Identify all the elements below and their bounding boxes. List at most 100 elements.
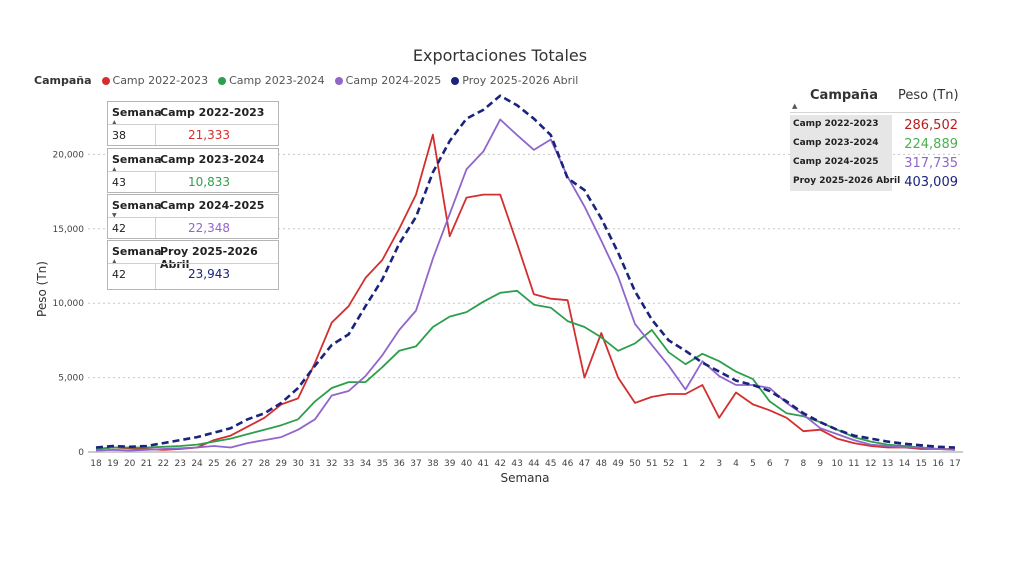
legend-item-2024-2025[interactable]: Camp 2024-2025 [334, 74, 442, 87]
peak-week: 42 [112, 268, 126, 281]
peak-table-header-week: Semana [112, 106, 162, 119]
x-tick-label: 47 [579, 459, 590, 469]
x-tick-label: 20 [124, 459, 136, 469]
legend-title: Campaña [34, 74, 92, 87]
peak-table-proy-2025-2026: Semana Proy 2025-2026 Abril ▲ 42 23,943 [107, 240, 279, 290]
x-tick-label: 32 [326, 459, 337, 469]
x-tick-label: 52 [663, 459, 674, 469]
chart-title: Exportaciones Totales [412, 46, 588, 65]
peak-table-2022-2023: Semana Camp 2022-2023 ▲ 38 21,333 [107, 101, 279, 146]
legend-label-proy-2025-2026: Proy 2025-2026 Abril [462, 74, 579, 87]
x-tick-label: 6 [767, 459, 773, 469]
summary-row: Proy 2025-2026 Abril 403,009 [790, 172, 960, 191]
summary-campaign: Camp 2024-2025 [790, 153, 892, 172]
x-tick-label: 33 [343, 459, 354, 469]
summary-header-weight: Peso (Tn) [898, 88, 959, 103]
x-tick-label: 9 [817, 459, 823, 469]
x-tick-label: 38 [427, 459, 439, 469]
x-tick-label: 39 [444, 459, 456, 469]
x-tick-label: 23 [174, 459, 185, 469]
sort-asc-icon[interactable]: ▲ [112, 258, 117, 265]
summary-campaign: Proy 2025-2026 Abril [790, 172, 900, 191]
x-tick-label: 41 [478, 459, 489, 469]
legend-label-2024-2025: Camp 2024-2025 [345, 74, 442, 87]
legend-label-2022-2023: Camp 2022-2023 [112, 74, 209, 87]
x-tick-label: 49 [612, 459, 624, 469]
legend-item-2023-2024[interactable]: Camp 2023-2024 [218, 74, 325, 87]
sort-asc-icon[interactable]: ▲ [112, 166, 117, 173]
peak-week: 38 [112, 129, 126, 142]
series-line-camp-2023-2024 [95, 289, 956, 451]
y-axis-label: Peso (Tn) [35, 261, 49, 317]
x-tick-label: 10 [831, 459, 843, 469]
x-tick-label: 7 [784, 459, 790, 469]
peak-table-header-campaign: Proy 2025-2026 Abril [160, 245, 258, 271]
peak-value: 22,348 [188, 221, 230, 235]
peak-table-header-campaign: Camp 2022-2023 [160, 106, 265, 119]
x-tick-label: 44 [528, 459, 540, 469]
x-tick-label: 1 [683, 459, 689, 469]
x-tick-label: 17 [949, 459, 960, 469]
x-tick-label: 36 [393, 459, 405, 469]
legend-dot-2023-2024 [218, 76, 227, 85]
series-lines [95, 94, 956, 452]
peak-week: 43 [112, 176, 126, 189]
x-tick-label: 12 [865, 459, 876, 469]
x-tick-label: 31 [309, 459, 320, 469]
x-tick-label: 4 [733, 459, 739, 469]
x-tick-label: 14 [899, 459, 911, 469]
peak-table-header-week: Semana [112, 245, 162, 258]
peak-value: 23,943 [188, 267, 230, 281]
x-tick-label: 48 [596, 459, 608, 469]
summary-row: Camp 2022-2023 286,502 [790, 115, 960, 134]
sort-desc-icon[interactable]: ▼ [112, 212, 117, 219]
x-tick-label: 13 [882, 459, 893, 469]
peak-value: 10,833 [188, 175, 230, 189]
summary-row: Camp 2023-2024 224,889 [790, 134, 960, 153]
x-tick-label: 21 [141, 459, 152, 469]
legend-label-2023-2024: Camp 2023-2024 [229, 74, 325, 87]
x-tick-label: 19 [107, 459, 119, 469]
y-tick-label: 5,000 [58, 374, 84, 384]
x-tick-label: 2 [699, 459, 705, 469]
legend-item-2022-2023[interactable]: Camp 2022-2023 [101, 74, 209, 87]
x-tick-label: 28 [259, 459, 271, 469]
x-tick-label: 37 [410, 459, 421, 469]
x-tick-label: 43 [511, 459, 522, 469]
x-tick-label: 46 [562, 459, 574, 469]
legend: Campaña Camp 2022-2023 Camp 2023-2024 Ca… [34, 74, 578, 87]
summary-row: Camp 2024-2025 317,735 [790, 153, 960, 172]
x-axis-label: Semana [500, 471, 549, 485]
x-tick-label: 11 [848, 459, 859, 469]
x-tick-label: 42 [495, 459, 506, 469]
sort-asc-icon[interactable]: ▲ [792, 102, 798, 110]
x-tick-label: 18 [90, 459, 102, 469]
y-axis-ticks: 0 5,000 10,000 15,000 20,000 [53, 150, 85, 458]
summary-weight: 286,502 [904, 118, 958, 133]
summary-header-campaign: Campaña [810, 88, 878, 103]
y-tick-label: 15,000 [53, 225, 85, 235]
y-tick-label: 10,000 [53, 299, 85, 309]
x-axis-ticks: 18 19 20 21 22 23 24 25 26 27 28 29 30 31 32 33 34 35 36 37… [90, 459, 960, 469]
x-tick-label: 15 [916, 459, 927, 469]
x-tick-label: 30 [292, 459, 304, 469]
sort-asc-icon[interactable]: ▲ [112, 119, 117, 126]
x-tick-label: 35 [377, 459, 388, 469]
legend-item-proy-2025-2026[interactable]: Proy 2025-2026 Abril [451, 74, 578, 87]
peak-table-2023-2024: Semana Camp 2023-2024 ▲ 43 10,833 [107, 148, 279, 193]
x-tick-label: 45 [545, 459, 556, 469]
x-tick-label: 50 [629, 459, 641, 469]
summary-weight: 403,009 [904, 175, 958, 190]
x-tick-label: 34 [360, 459, 372, 469]
x-tick-label: 5 [750, 459, 756, 469]
x-tick-label: 16 [932, 459, 944, 469]
peak-table-header-week: Semana [112, 153, 162, 166]
legend-dot-2024-2025 [334, 76, 343, 85]
summary-weight: 224,889 [904, 137, 958, 152]
series-line-camp-2024-2025 [95, 118, 956, 452]
summary-weight: 317,735 [904, 156, 958, 171]
legend-dot-proy-2025-2026 [451, 76, 460, 85]
x-tick-label: 22 [158, 459, 169, 469]
y-tick-label: 0 [78, 448, 84, 458]
x-tick-label: 26 [225, 459, 237, 469]
